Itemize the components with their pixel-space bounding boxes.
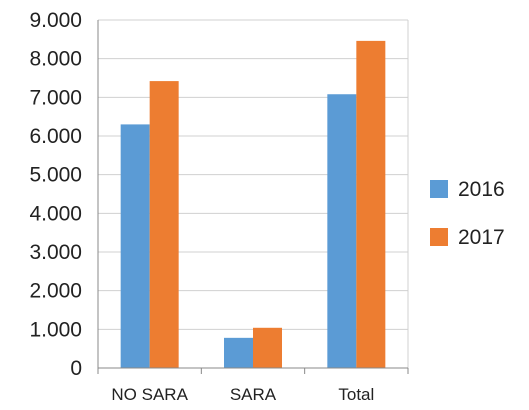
bars [120,40,386,369]
bar-2017-no-sara [149,81,179,369]
bar-2016-total [327,94,357,369]
x-category-label: NO SARA [111,385,188,404]
y-tick-label: 6.000 [29,125,82,148]
y-tick-label: 1.000 [29,318,82,341]
axes [97,20,409,374]
bar-2017-total [356,40,386,368]
x-category-label: Total [338,385,374,404]
y-tick-label: 4.000 [29,202,82,225]
legend: 2016 2017 [430,178,505,249]
bar-2016-no-sara [120,124,150,369]
legend-swatch-2016 [430,180,448,198]
y-tick-label: 5.000 [29,164,82,187]
bar-2017-sara [253,327,282,368]
y-tick-label: 8.000 [29,48,82,71]
x-category-label: SARA [230,385,277,404]
x-axis-category-labels: NO SARA SARA Total [111,385,374,404]
y-tick-label: 9.000 [29,9,82,32]
legend-label-2016: 2016 [458,178,505,201]
legend-label-2017: 2017 [458,226,505,249]
y-tick-label: 3.000 [29,241,82,264]
bar-2016-sara [224,337,253,368]
y-tick-label: 0 [70,357,82,380]
y-tick-label: 7.000 [29,86,82,109]
y-axis-tick-labels: 0 1.000 2.000 3.000 4.000 5.000 6.000 7.000 8.00… [29,9,82,380]
y-tick-label: 2.000 [29,280,82,303]
legend-swatch-2017 [430,228,448,246]
